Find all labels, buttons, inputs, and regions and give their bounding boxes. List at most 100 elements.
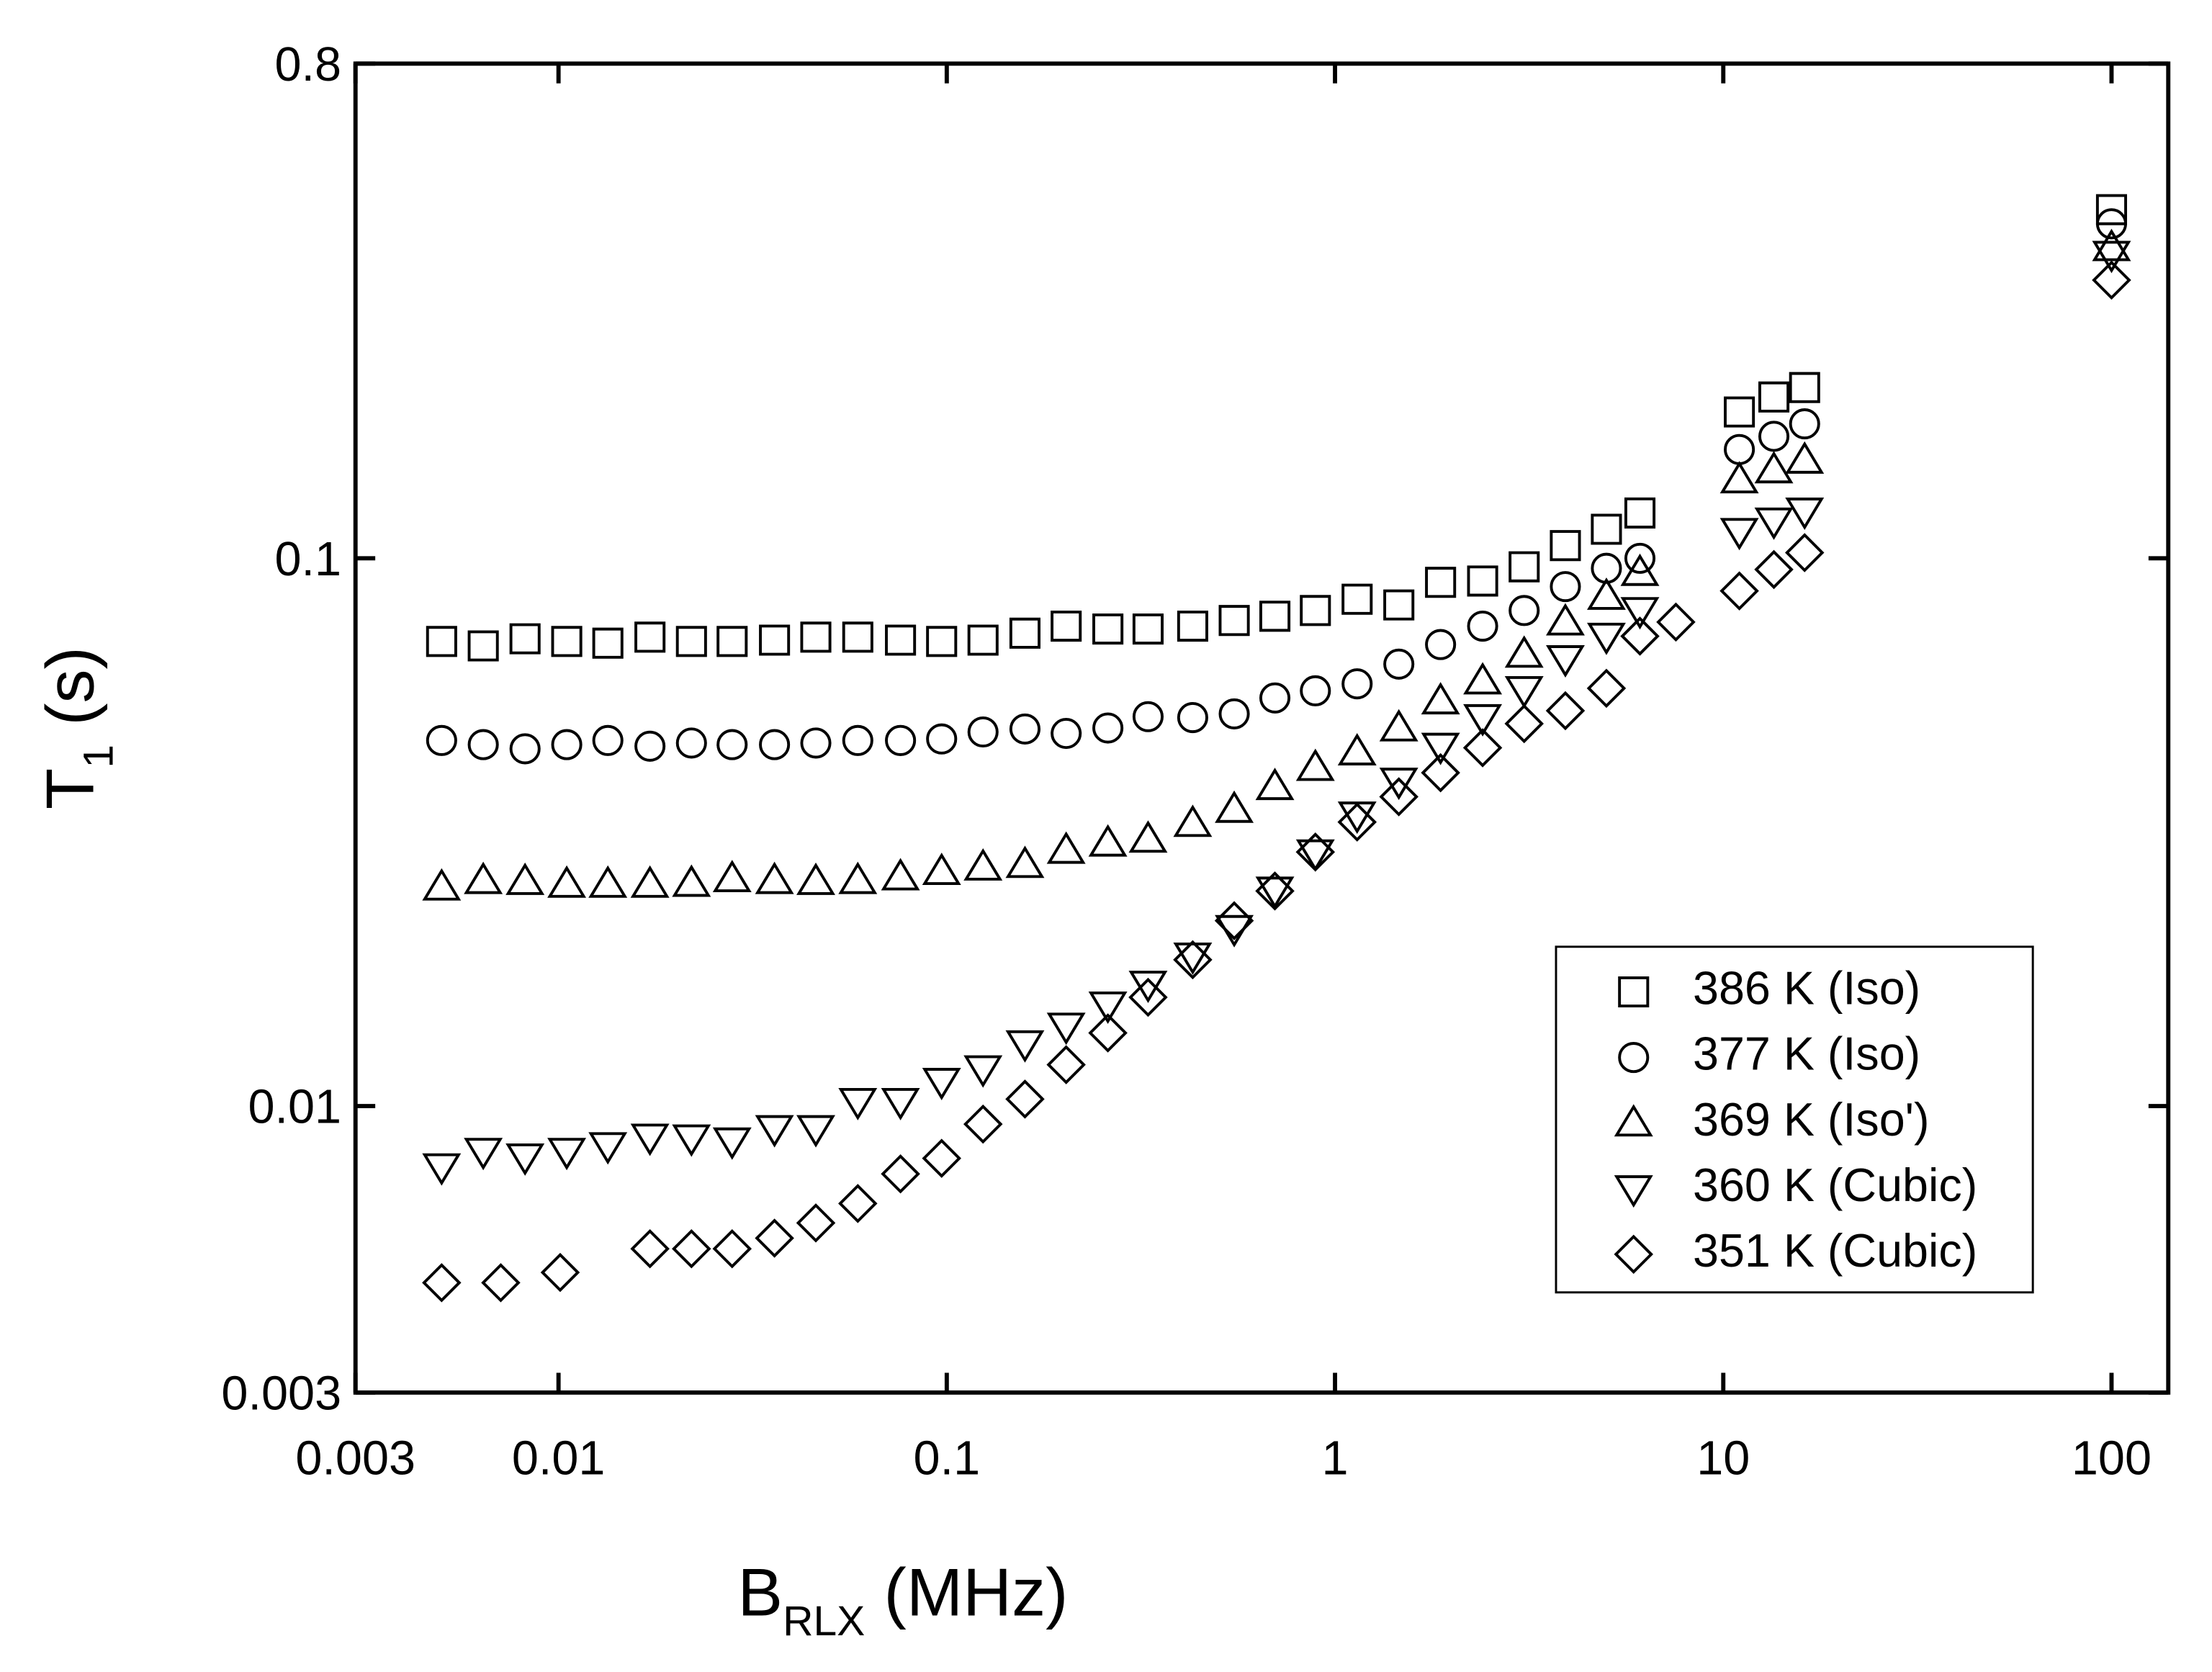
data-point (1785, 441, 1825, 474)
data-point (1550, 571, 1581, 603)
legend-marker (1618, 1042, 1650, 1074)
data-point (759, 624, 791, 656)
data-point (922, 853, 961, 886)
data-point (1586, 577, 1626, 610)
data-point (1005, 1030, 1045, 1063)
data-point (842, 621, 873, 653)
data-point (1425, 567, 1457, 598)
data-point (1337, 802, 1377, 842)
data-point (1545, 603, 1585, 636)
data-point (1421, 732, 1460, 765)
data-point (2092, 241, 2131, 274)
data-point (1421, 682, 1460, 715)
data-point (630, 1228, 670, 1269)
data-point (1215, 914, 1254, 948)
data-point (1504, 704, 1544, 744)
legend-marker (1614, 1104, 1653, 1137)
data-point (1005, 845, 1045, 878)
data-point (1586, 668, 1627, 709)
data-point (1215, 790, 1254, 823)
data-point (842, 724, 873, 756)
data-point (1341, 583, 1373, 615)
data-point (1425, 629, 1457, 660)
data-point (540, 1252, 580, 1293)
data-point (464, 1138, 503, 1171)
data-point (467, 630, 499, 662)
y-tick-label: 0.01 (248, 1081, 341, 1134)
data-point (426, 724, 457, 756)
data-point (967, 716, 999, 747)
data-point (1046, 831, 1086, 864)
legend-label: 386 K (Iso) (1693, 962, 1920, 1015)
x-label-main: B (737, 1554, 783, 1630)
data-point (1504, 676, 1544, 709)
data-point (588, 1132, 628, 1165)
data-point (1550, 530, 1581, 562)
x-tick-label: 0.1 (914, 1432, 981, 1486)
data-point (1758, 381, 1790, 413)
data-point (1463, 704, 1503, 737)
data-point (881, 858, 920, 891)
data-point (1785, 498, 1825, 531)
data-point (1784, 533, 1825, 572)
data-point (1255, 871, 1295, 911)
data-point (1463, 662, 1503, 695)
data-point (1132, 701, 1164, 732)
data-point (1724, 396, 1755, 428)
data-point (1504, 635, 1544, 668)
data-point (926, 626, 958, 657)
data-point (1462, 728, 1503, 768)
data-point (1724, 433, 1755, 465)
data-point (1421, 752, 1460, 793)
data-point (1509, 595, 1540, 626)
data-point (2092, 260, 2131, 300)
data-point (634, 621, 666, 653)
data-point (926, 723, 958, 755)
data-point (1009, 617, 1041, 649)
data-point (672, 1228, 711, 1269)
data-point (1088, 1013, 1128, 1053)
data-point (967, 624, 999, 656)
x-tick-label: 100 (2072, 1432, 2152, 1486)
data-point (1754, 549, 1794, 590)
data-point (1132, 613, 1164, 645)
data-point (2092, 228, 2131, 261)
data-point (1379, 768, 1419, 801)
data-point (1051, 610, 1082, 642)
data-point (838, 1087, 878, 1120)
data-point (963, 848, 1003, 881)
data-point (1009, 713, 1041, 745)
data-point (1545, 691, 1586, 731)
data-point (1719, 518, 1759, 551)
data-point (1173, 940, 1213, 980)
legend-marker (1618, 976, 1650, 1008)
data-point (1719, 461, 1759, 494)
data-point (922, 1138, 961, 1178)
y-axis-label: T1 (s) (32, 647, 122, 809)
data-point (1218, 698, 1250, 729)
data-point (800, 727, 832, 759)
data-point (426, 626, 457, 657)
data-point (509, 733, 541, 765)
data-point (1092, 613, 1124, 645)
data-point (2095, 208, 2128, 240)
x-tick-label: 0.01 (512, 1432, 606, 1486)
data-point (1173, 804, 1213, 837)
legend-label: 377 K (Iso) (1693, 1028, 1920, 1080)
x-label-unit: (MHz) (865, 1554, 1068, 1630)
data-point (796, 1203, 836, 1243)
data-point (885, 624, 917, 656)
data-point (1218, 605, 1250, 637)
data-point (1586, 622, 1626, 655)
data-point (1173, 942, 1213, 975)
data-point (672, 864, 711, 897)
data-point (1379, 777, 1419, 817)
data-point (796, 862, 835, 895)
data-point (1620, 616, 1660, 656)
data-point (838, 861, 878, 894)
data-point (1509, 551, 1540, 583)
plot-frame (353, 61, 2171, 1395)
data-point (712, 860, 752, 893)
data-point (630, 865, 670, 898)
